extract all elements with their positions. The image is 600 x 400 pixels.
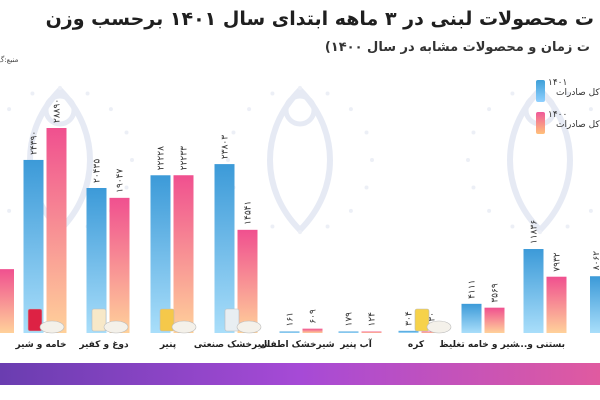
bar-1401 bbox=[461, 303, 482, 333]
category-label: پنیر bbox=[159, 340, 176, 350]
category-label: شیرخشک اطفال bbox=[259, 340, 334, 350]
legend-swatch-1400 bbox=[536, 112, 545, 134]
bar-1401 bbox=[523, 249, 544, 333]
bar-1400 bbox=[109, 197, 130, 333]
chart-subtitle: ت زمان و محصولات مشابه در سال ۱۴۰۰) bbox=[324, 40, 590, 55]
value-label-1400: ۳۵۶۹ bbox=[491, 283, 501, 303]
bar-1401 bbox=[214, 164, 235, 333]
value-label-1401: ۲۳۸۰۳ bbox=[221, 135, 231, 159]
product-illustration bbox=[91, 308, 129, 334]
product-illustration bbox=[224, 308, 262, 334]
bar-1400 bbox=[546, 276, 567, 333]
value-label-1401: ۱۱۸۳۶ bbox=[530, 220, 540, 244]
legend: ۱۴۰۱ کل صادرات ۱۴۰۰ کل صادرات bbox=[530, 78, 600, 144]
value-label-1400: ۲۲۲۳۳ bbox=[180, 146, 190, 170]
value-label-1400: ۷۹۳۲ bbox=[553, 252, 563, 272]
bar-partial-right bbox=[590, 276, 600, 333]
value-label-1400: ۱۲۴ bbox=[368, 312, 378, 327]
value-label-1401: ۲۰۴۳۵ bbox=[93, 159, 103, 183]
bar-1400 bbox=[421, 331, 442, 333]
value-label-1401: ۴۱۱۱ bbox=[468, 279, 478, 298]
bar-partial-left bbox=[0, 269, 14, 333]
category-label: خامه و شیر bbox=[15, 340, 67, 350]
category-label: آب پنیر bbox=[339, 338, 373, 350]
bar-1400 bbox=[173, 175, 194, 333]
bar-1401 bbox=[86, 187, 107, 333]
bar-1401 bbox=[338, 331, 359, 333]
product-illustration bbox=[27, 308, 65, 334]
value-label-1400: ۱۹۰۴۷ bbox=[116, 169, 126, 193]
chart-title: ت محصولات لبنی در ۳ ماهه ابتدای سال ۱۴۰۱… bbox=[45, 8, 594, 30]
value-label-1401: ۱۷۹ bbox=[345, 312, 355, 327]
value-label-1401: ۲۴۳۹۰ bbox=[30, 131, 40, 155]
legend-item-1401: ۱۴۰۱ کل صادرات bbox=[530, 78, 600, 104]
bar-1400 bbox=[237, 229, 258, 333]
value-label-1400: ۶۰۹ bbox=[309, 309, 319, 324]
bar-1401 bbox=[398, 330, 419, 333]
legend-swatch-1401 bbox=[536, 80, 545, 102]
product-illustration bbox=[159, 308, 197, 334]
category-label: شیر و خامه تغلیظ bbox=[439, 340, 519, 350]
bar-1400 bbox=[484, 307, 505, 333]
source-label: منبع:گ bbox=[0, 56, 19, 64]
category-label: بستنی و... bbox=[517, 340, 565, 350]
legend-year-1400: ۱۴۰۰ bbox=[548, 110, 568, 120]
bar-1400 bbox=[46, 128, 67, 333]
category-label: کره bbox=[408, 340, 425, 350]
legend-label-1401: کل صادرات bbox=[556, 88, 600, 98]
category-label: دوغ و کفیر bbox=[78, 340, 129, 350]
value-label-1400: ۱۴۵۴۱ bbox=[244, 201, 254, 225]
category-label: شیرخشک صنعتی bbox=[194, 340, 270, 350]
bar-1400 bbox=[302, 328, 323, 333]
product-illustration bbox=[414, 308, 452, 334]
legend-year-1401: ۱۴۰۱ bbox=[548, 78, 568, 88]
bar-1401 bbox=[279, 331, 300, 333]
bar-1401 bbox=[150, 175, 171, 333]
bar-1401 bbox=[23, 159, 44, 333]
legend-item-1400: ۱۴۰۰ کل صادرات bbox=[530, 110, 600, 136]
value-label-1401: ۲۲۲۲۸ bbox=[157, 146, 167, 170]
value-label-1401: ۱۶۱ bbox=[286, 312, 296, 327]
value-label-1400: ۲۸۸۹۰ bbox=[53, 99, 63, 123]
bar-1400 bbox=[361, 331, 382, 333]
bottom-band bbox=[0, 363, 600, 385]
value-label-1400: ۱۳۰ bbox=[428, 312, 438, 327]
legend-label-1400: کل صادرات bbox=[556, 120, 600, 130]
value-label-partial-right: ۸۰۶۲ bbox=[592, 251, 600, 271]
value-label-1401: ۳۰۴ bbox=[405, 311, 415, 326]
